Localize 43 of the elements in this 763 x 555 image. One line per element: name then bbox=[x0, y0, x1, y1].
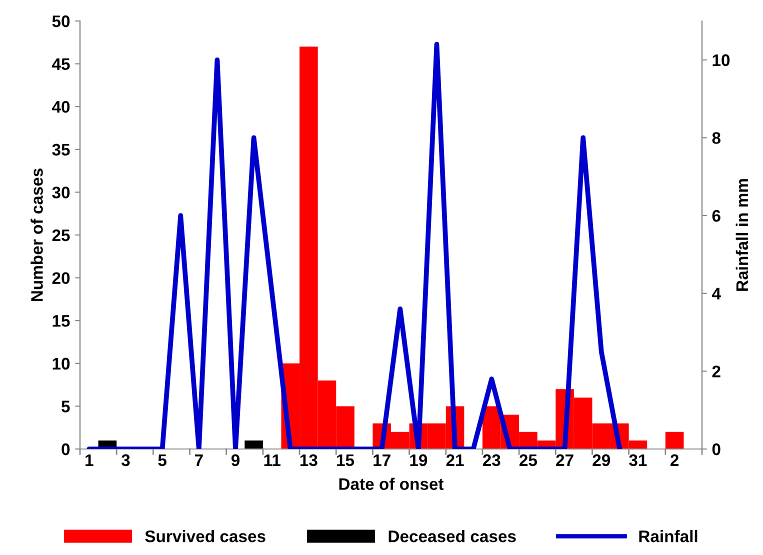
x-axis-title: Date of onset bbox=[339, 478, 444, 490]
x-tick-label: 1 bbox=[86, 454, 94, 466]
y2-tick-label: 8 bbox=[712, 132, 720, 144]
x-tick-label: 2 bbox=[670, 454, 679, 466]
x-tick-label: 29 bbox=[592, 454, 610, 466]
y2-tick-label: 4 bbox=[712, 288, 721, 300]
bar bbox=[244, 440, 263, 449]
y2-axis-title: Rainfall in mm bbox=[736, 179, 748, 291]
legend-label: Deceased cases bbox=[388, 530, 516, 542]
x-tick-label: 25 bbox=[520, 454, 538, 466]
x-tick-label: 9 bbox=[231, 454, 240, 466]
x-tick-label: 7 bbox=[194, 454, 203, 466]
x-tick-label: 17 bbox=[374, 454, 390, 466]
x-tick-label: 5 bbox=[158, 454, 166, 466]
x-tick-label: 27 bbox=[556, 454, 574, 466]
line-series bbox=[86, 42, 622, 449]
bar bbox=[665, 432, 684, 449]
x-tick-label: 11 bbox=[264, 454, 280, 466]
y-tick-label: 50 bbox=[52, 15, 70, 28]
x-tick-label: 21 bbox=[446, 454, 464, 466]
legend-label: Survived cases bbox=[145, 530, 266, 542]
x-tick-label: 3 bbox=[121, 454, 130, 466]
y-axis-title: Number of cases bbox=[30, 168, 43, 302]
y-tick-label: 5 bbox=[62, 400, 70, 412]
y-tick-label: 25 bbox=[52, 229, 70, 242]
x-tick-label: 13 bbox=[300, 454, 318, 466]
y-tick-label: 0 bbox=[62, 443, 70, 456]
y2-tick-label: 6 bbox=[712, 210, 720, 222]
x-tick-label: 15 bbox=[337, 454, 354, 466]
x-tick-label: 31 bbox=[629, 454, 647, 466]
legend-label: Rainfall bbox=[639, 530, 698, 542]
y-tick-label: 20 bbox=[52, 272, 70, 284]
y2-tick-label: 10 bbox=[712, 54, 730, 66]
x-tick-label: 23 bbox=[482, 454, 500, 466]
x-tick-label: 19 bbox=[410, 454, 428, 466]
y2-tick-label: 0 bbox=[712, 443, 720, 456]
y-tick-label: 30 bbox=[52, 186, 70, 198]
y2-tick-label: 2 bbox=[712, 366, 720, 378]
y-tick-label: 45 bbox=[52, 58, 70, 70]
y-tick-label: 40 bbox=[52, 101, 70, 113]
y-tick-label: 35 bbox=[52, 144, 70, 156]
y-tick-label: 10 bbox=[52, 358, 70, 370]
y-tick-label: 15 bbox=[52, 315, 70, 327]
